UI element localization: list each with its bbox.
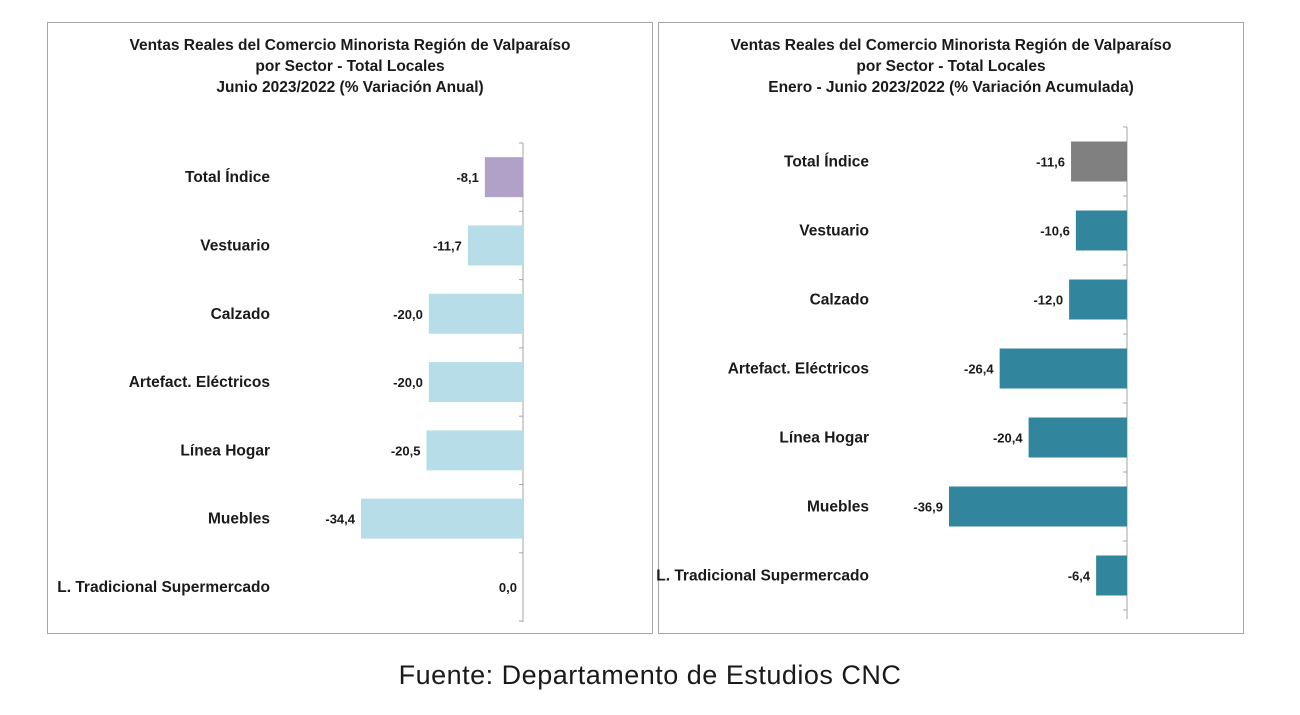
- data-label-muebles: -34,4: [325, 512, 355, 527]
- bar-muebles: [949, 486, 1127, 527]
- category-label-l-tradicional-supermercado: L. Tradicional Supermercado: [57, 579, 270, 596]
- bar-chart-annual: -8,1 Total Índice -11,7 Vestuario -20,0 Calza…: [57, 142, 524, 622]
- category-label-vestuario: Vestuario: [799, 223, 869, 240]
- chart-title-annual: Ventas Reales del Comercio Minorista Reg…: [48, 35, 652, 98]
- bar-calzado: [428, 293, 523, 334]
- chart-title-cumulative: Ventas Reales del Comercio Minorista Reg…: [659, 35, 1243, 98]
- bar-linea-hogar: [1028, 417, 1127, 458]
- category-label-total-indice: Total Índice: [784, 154, 869, 171]
- bar-vestuario: [1075, 210, 1127, 251]
- title-line-1: Ventas Reales del Comercio Minorista Reg…: [129, 37, 571, 54]
- bar-total-indice: [1071, 141, 1127, 182]
- data-label-muebles: -36,9: [913, 500, 943, 515]
- category-label-vestuario: Vestuario: [200, 237, 270, 254]
- category-label-muebles: Muebles: [807, 499, 869, 516]
- data-label-calzado: -12,0: [1033, 293, 1063, 308]
- title-line-3: Enero - Junio 2023/2022 (% Variación Acu…: [768, 79, 1134, 96]
- title-line-3: Junio 2023/2022 (% Variación Anual): [216, 79, 484, 96]
- chart-panel-cumulative: Ventas Reales del Comercio Minorista Reg…: [656, 22, 1244, 634]
- data-label-linea-hogar: -20,4: [993, 431, 1023, 446]
- data-label-artefact-electricos: -26,4: [964, 362, 994, 377]
- bar-total-indice: [484, 157, 523, 198]
- category-label-linea-hogar: Línea Hogar: [180, 442, 270, 459]
- data-label-vestuario: -11,7: [433, 238, 462, 253]
- category-label-calzado: Calzado: [211, 306, 270, 323]
- chart-panel-annual: Ventas Reales del Comercio Minorista Reg…: [47, 22, 653, 634]
- bar-vestuario: [467, 225, 523, 266]
- data-label-l-tradicional-supermercado: 0,0: [499, 580, 517, 595]
- category-label-l-tradicional-supermercado: L. Tradicional Supermercado: [656, 568, 869, 585]
- title-line-2: por Sector - Total Locales: [255, 58, 445, 75]
- title-line-1: Ventas Reales del Comercio Minorista Reg…: [730, 37, 1172, 54]
- bar-muebles: [361, 498, 523, 539]
- category-label-artefact-electricos: Artefact. Eléctricos: [129, 374, 270, 391]
- data-label-total-indice: -11,6: [1036, 155, 1065, 170]
- bar-linea-hogar: [426, 430, 523, 471]
- bar-artefact-electricos: [428, 362, 523, 403]
- data-label-artefact-electricos: -20,0: [393, 375, 423, 390]
- bar-calzado: [1069, 279, 1127, 320]
- data-label-linea-hogar: -20,5: [391, 443, 421, 458]
- category-label-muebles: Muebles: [208, 511, 270, 528]
- category-label-total-indice: Total Índice: [185, 169, 270, 186]
- data-label-total-indice: -8,1: [456, 170, 478, 185]
- source-note: Fuente: Departamento de Estudios CNC: [398, 660, 902, 690]
- category-label-linea-hogar: Línea Hogar: [779, 430, 869, 447]
- data-label-vestuario: -10,6: [1040, 224, 1070, 239]
- bar-l-tradicional-supermercado: [1096, 555, 1127, 596]
- category-label-calzado: Calzado: [810, 292, 869, 309]
- bar-chart-cumulative: -11,6 Total Índice -10,6 Vestuario -12,0 Calz…: [656, 126, 1128, 619]
- bar-artefact-electricos: [999, 348, 1127, 389]
- data-label-calzado: -20,0: [393, 307, 423, 322]
- category-label-artefact-electricos: Artefact. Eléctricos: [728, 361, 869, 378]
- title-line-2: por Sector - Total Locales: [856, 58, 1046, 75]
- data-label-l-tradicional-supermercado: -6,4: [1068, 569, 1091, 584]
